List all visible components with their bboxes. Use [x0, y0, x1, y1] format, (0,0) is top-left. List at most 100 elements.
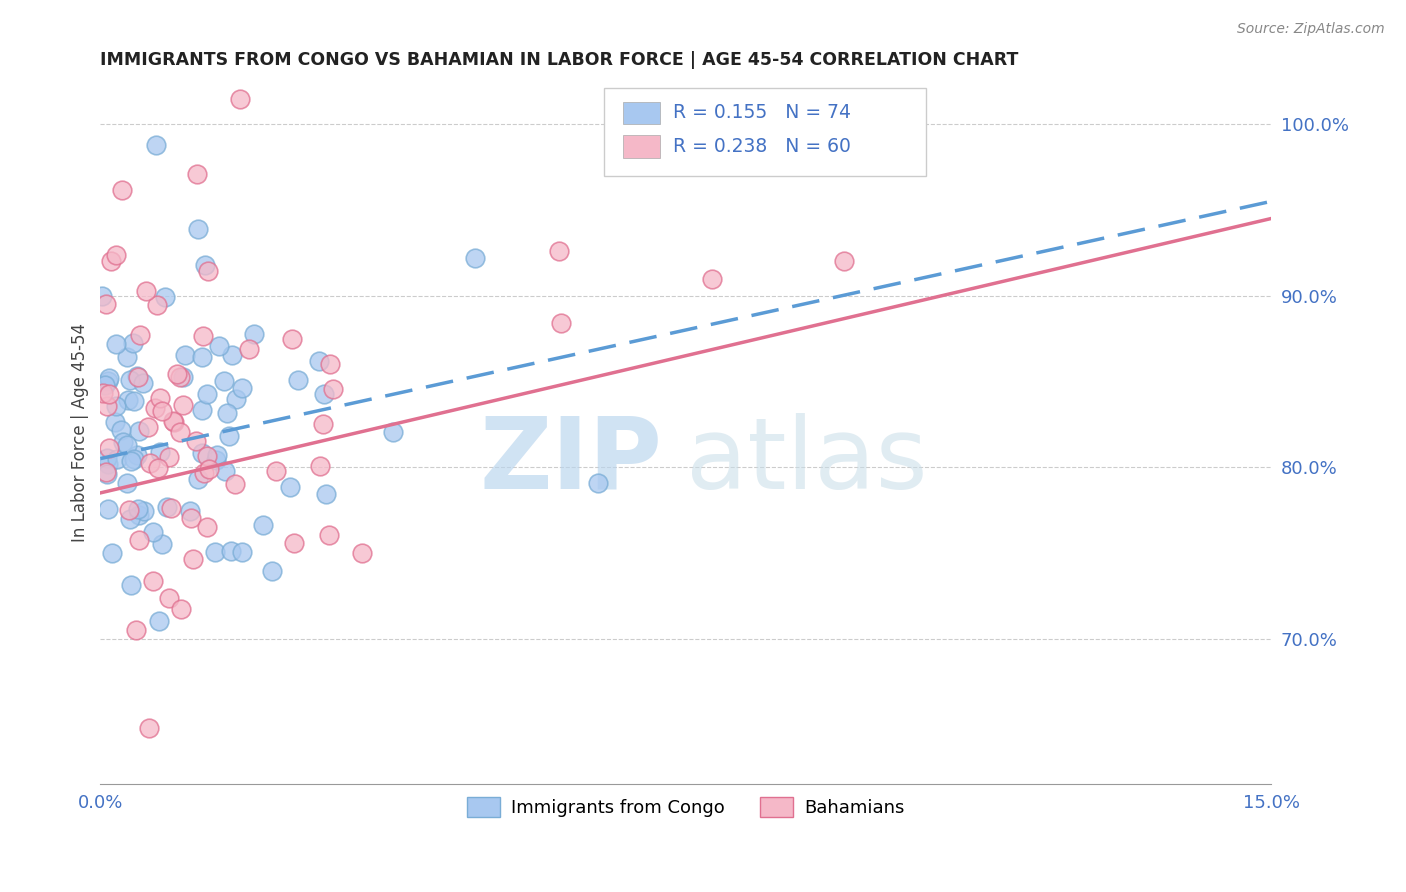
- Text: atlas: atlas: [686, 412, 928, 509]
- Point: [315, 487, 337, 501]
- Point: [122, 451, 145, 466]
- Point: [464, 252, 486, 266]
- Point: [153, 290, 176, 304]
- Point: [238, 342, 260, 356]
- Point: [214, 464, 236, 478]
- Point: [136, 420, 159, 434]
- Point: [91, 386, 114, 401]
- Point: [181, 552, 204, 566]
- Point: [186, 167, 208, 181]
- Point: [110, 423, 132, 437]
- Point: [195, 387, 218, 401]
- Point: [128, 533, 150, 547]
- Point: [548, 244, 571, 258]
- Point: [138, 722, 160, 736]
- Point: [231, 382, 253, 396]
- Point: [157, 450, 180, 465]
- Point: [143, 401, 166, 416]
- Point: [142, 525, 165, 540]
- Point: [94, 297, 117, 311]
- Point: [149, 392, 172, 406]
- Point: [186, 434, 208, 449]
- Point: [834, 254, 856, 268]
- Point: [118, 373, 141, 387]
- Point: [281, 332, 304, 346]
- Point: [191, 329, 214, 343]
- Point: [104, 415, 127, 429]
- Text: R = 0.238   N = 60: R = 0.238 N = 60: [673, 137, 851, 156]
- Point: [135, 284, 157, 298]
- Text: ZIP: ZIP: [479, 412, 662, 509]
- Point: [97, 502, 120, 516]
- Point: [159, 500, 181, 515]
- Point: [308, 354, 330, 368]
- Point: [111, 435, 134, 450]
- Point: [146, 461, 169, 475]
- Point: [191, 403, 214, 417]
- Point: [129, 327, 152, 342]
- Text: Source: ZipAtlas.com: Source: ZipAtlas.com: [1237, 22, 1385, 37]
- Point: [117, 392, 139, 407]
- Point: [221, 348, 243, 362]
- Point: [198, 461, 221, 475]
- Point: [111, 183, 134, 197]
- Point: [262, 564, 284, 578]
- Point: [120, 578, 142, 592]
- Point: [105, 451, 128, 466]
- Point: [179, 504, 201, 518]
- Point: [132, 376, 155, 391]
- Point: [172, 370, 194, 384]
- Point: [162, 414, 184, 428]
- Point: [319, 357, 342, 371]
- Point: [125, 448, 148, 462]
- Point: [191, 445, 214, 459]
- Point: [309, 458, 332, 473]
- Point: [122, 394, 145, 409]
- Text: IMMIGRANTS FROM CONGO VS BAHAMIAN IN LABOR FORCE | AGE 45-54 CORRELATION CHART: IMMIGRANTS FROM CONGO VS BAHAMIAN IN LAB…: [100, 51, 1019, 69]
- Point: [231, 545, 253, 559]
- Point: [97, 371, 120, 385]
- Point: [173, 348, 195, 362]
- Point: [145, 298, 167, 312]
- Point: [127, 502, 149, 516]
- Point: [225, 392, 247, 406]
- Point: [224, 476, 246, 491]
- Point: [97, 374, 120, 388]
- Point: [243, 326, 266, 341]
- Point: [120, 511, 142, 525]
- Point: [180, 511, 202, 525]
- Point: [118, 503, 141, 517]
- Point: [128, 424, 150, 438]
- Point: [97, 441, 120, 455]
- Point: [194, 258, 217, 272]
- Point: [115, 438, 138, 452]
- Y-axis label: In Labor Force | Age 45-54: In Labor Force | Age 45-54: [72, 324, 89, 542]
- Point: [218, 428, 240, 442]
- Point: [252, 518, 274, 533]
- Point: [550, 316, 572, 330]
- Point: [381, 425, 404, 439]
- Point: [142, 574, 165, 588]
- Point: [322, 382, 344, 396]
- Point: [205, 449, 228, 463]
- Text: R = 0.155   N = 74: R = 0.155 N = 74: [673, 103, 851, 122]
- Legend: Immigrants from Congo, Bahamians: Immigrants from Congo, Bahamians: [460, 789, 911, 824]
- Point: [105, 337, 128, 351]
- Point: [148, 614, 170, 628]
- Point: [125, 368, 148, 383]
- Point: [204, 545, 226, 559]
- Point: [150, 404, 173, 418]
- Point: [138, 456, 160, 470]
- Point: [121, 335, 143, 350]
- Point: [264, 465, 287, 479]
- Point: [191, 350, 214, 364]
- Point: [229, 92, 252, 106]
- Point: [169, 602, 191, 616]
- Point: [98, 387, 121, 401]
- Point: [287, 373, 309, 387]
- Point: [586, 475, 609, 490]
- Point: [163, 415, 186, 429]
- Point: [115, 475, 138, 490]
- Point: [96, 400, 118, 414]
- Point: [702, 272, 724, 286]
